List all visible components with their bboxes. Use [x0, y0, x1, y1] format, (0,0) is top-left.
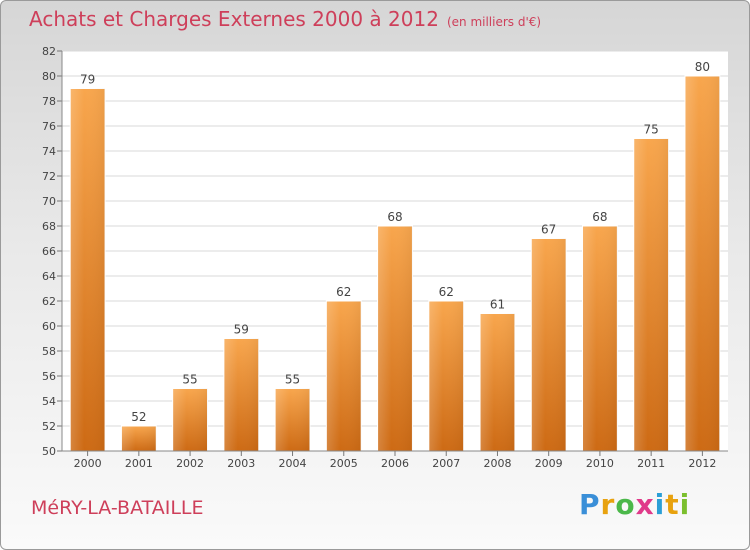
bar-shine — [275, 388, 310, 451]
bar-2004: 55 — [274, 373, 311, 452]
bar-2000: 79 — [69, 73, 106, 452]
y-tick-label: 80 — [42, 70, 56, 83]
bar-shine — [582, 226, 618, 451]
x-tick-label: 2011 — [637, 457, 665, 470]
bar-value-label: 62 — [439, 285, 454, 299]
bar-shine — [223, 338, 259, 451]
x-tick-label: 2000 — [74, 457, 102, 470]
bar-value-label: 59 — [234, 323, 249, 337]
y-tick-label: 66 — [42, 245, 56, 258]
bar-value-label: 68 — [592, 210, 607, 224]
y-tick-label: 64 — [42, 270, 56, 283]
x-tick-label: 2005 — [330, 457, 358, 470]
bar-value-label: 79 — [80, 73, 95, 87]
y-tick-label: 54 — [42, 395, 56, 408]
bar-2007: 62 — [428, 285, 465, 452]
x-tick-label: 2004 — [279, 457, 307, 470]
x-tick-label: 2006 — [381, 457, 409, 470]
bar-2001: 52 — [120, 410, 157, 452]
y-tick-label: 70 — [42, 195, 56, 208]
logo-letter: o — [615, 488, 636, 521]
bar-2006: 68 — [377, 210, 413, 452]
bar-2002: 55 — [172, 373, 208, 452]
y-tick-label: 62 — [42, 295, 56, 308]
x-tick-label: 2009 — [535, 457, 563, 470]
y-tick-label: 72 — [42, 170, 56, 183]
logo-letter: x — [635, 488, 655, 521]
y-tick-label: 52 — [42, 420, 56, 433]
bar-shine — [633, 138, 669, 451]
bar-2008: 61 — [479, 298, 516, 452]
bar-shine — [531, 238, 567, 451]
bar-2011: 75 — [633, 123, 670, 452]
chart-subtitle: (en milliers d'€) — [446, 15, 542, 29]
x-tick-label: 2010 — [586, 457, 614, 470]
x-tick-label: 2007 — [432, 457, 460, 470]
bar-2012: 80 — [684, 60, 721, 452]
bar-value-label: 62 — [336, 285, 351, 299]
bar-value-label: 75 — [644, 123, 659, 137]
logo-letter: i — [654, 488, 666, 521]
bars: 79 52 55 59 55 62 68 62 61 67 68 75 80 — [69, 60, 721, 452]
y-tick-label: 78 — [42, 95, 56, 108]
logo-letter: t — [665, 488, 680, 521]
bar-value-label: 55 — [182, 373, 197, 387]
y-tick-label: 50 — [42, 445, 56, 458]
x-tick-label: 2002 — [176, 457, 204, 470]
bar-shine — [480, 313, 515, 451]
bar-value-label: 55 — [285, 373, 300, 387]
y-tick-label: 74 — [42, 145, 56, 158]
y-tick-label: 56 — [42, 370, 56, 383]
y-tick-label: 58 — [42, 345, 56, 358]
bar-shine — [121, 426, 157, 451]
commune-name: MéRY-LA-BATAILLE — [31, 497, 204, 519]
bar-shine — [326, 301, 362, 451]
y-tick-label: 60 — [42, 320, 56, 333]
x-tick-label: 2008 — [483, 457, 511, 470]
bar-value-label: 68 — [387, 210, 402, 224]
y-tick-label: 76 — [42, 120, 56, 133]
x-tick-label: 2003 — [227, 457, 255, 470]
x-axis: 2000 2001 2002 2003 2004 2005 2006 2007 2008 2009… — [62, 450, 728, 470]
chart-title-text: Achats et Charges Externes 2000 à 2012 — [29, 7, 439, 31]
chart-title: Achats et Charges Externes 2000 à 2012 (e… — [29, 7, 541, 31]
logo-letter: i — [679, 488, 691, 521]
proxiti-logo[interactable]: Proxiti — [579, 488, 690, 521]
y-axis: 50 52 54 56 58 60 62 64 66 68 70 72 74 76 78 80 82 — [42, 45, 63, 458]
bar-2005: 62 — [325, 285, 362, 452]
bar-value-label: 80 — [695, 60, 710, 74]
x-tick-label: 2012 — [688, 457, 716, 470]
logo-letter: r — [600, 488, 616, 521]
y-tick-label: 68 — [42, 220, 56, 233]
bar-shine — [684, 76, 720, 451]
x-tick-label: 2001 — [125, 457, 153, 470]
bar-2009: 67 — [530, 223, 567, 452]
bar-value-label: 67 — [541, 223, 556, 237]
bar-value-label: 61 — [490, 298, 505, 312]
bar-2010: 68 — [582, 210, 618, 452]
bar-shine — [70, 88, 106, 451]
bar-shine — [428, 301, 464, 451]
bar-shine — [172, 388, 208, 451]
y-tick-label: 82 — [42, 45, 56, 58]
logo-letter: P — [579, 488, 601, 521]
bar-value-label: 52 — [131, 410, 146, 424]
bar-shine — [377, 226, 413, 451]
bar-2003: 59 — [223, 323, 260, 452]
